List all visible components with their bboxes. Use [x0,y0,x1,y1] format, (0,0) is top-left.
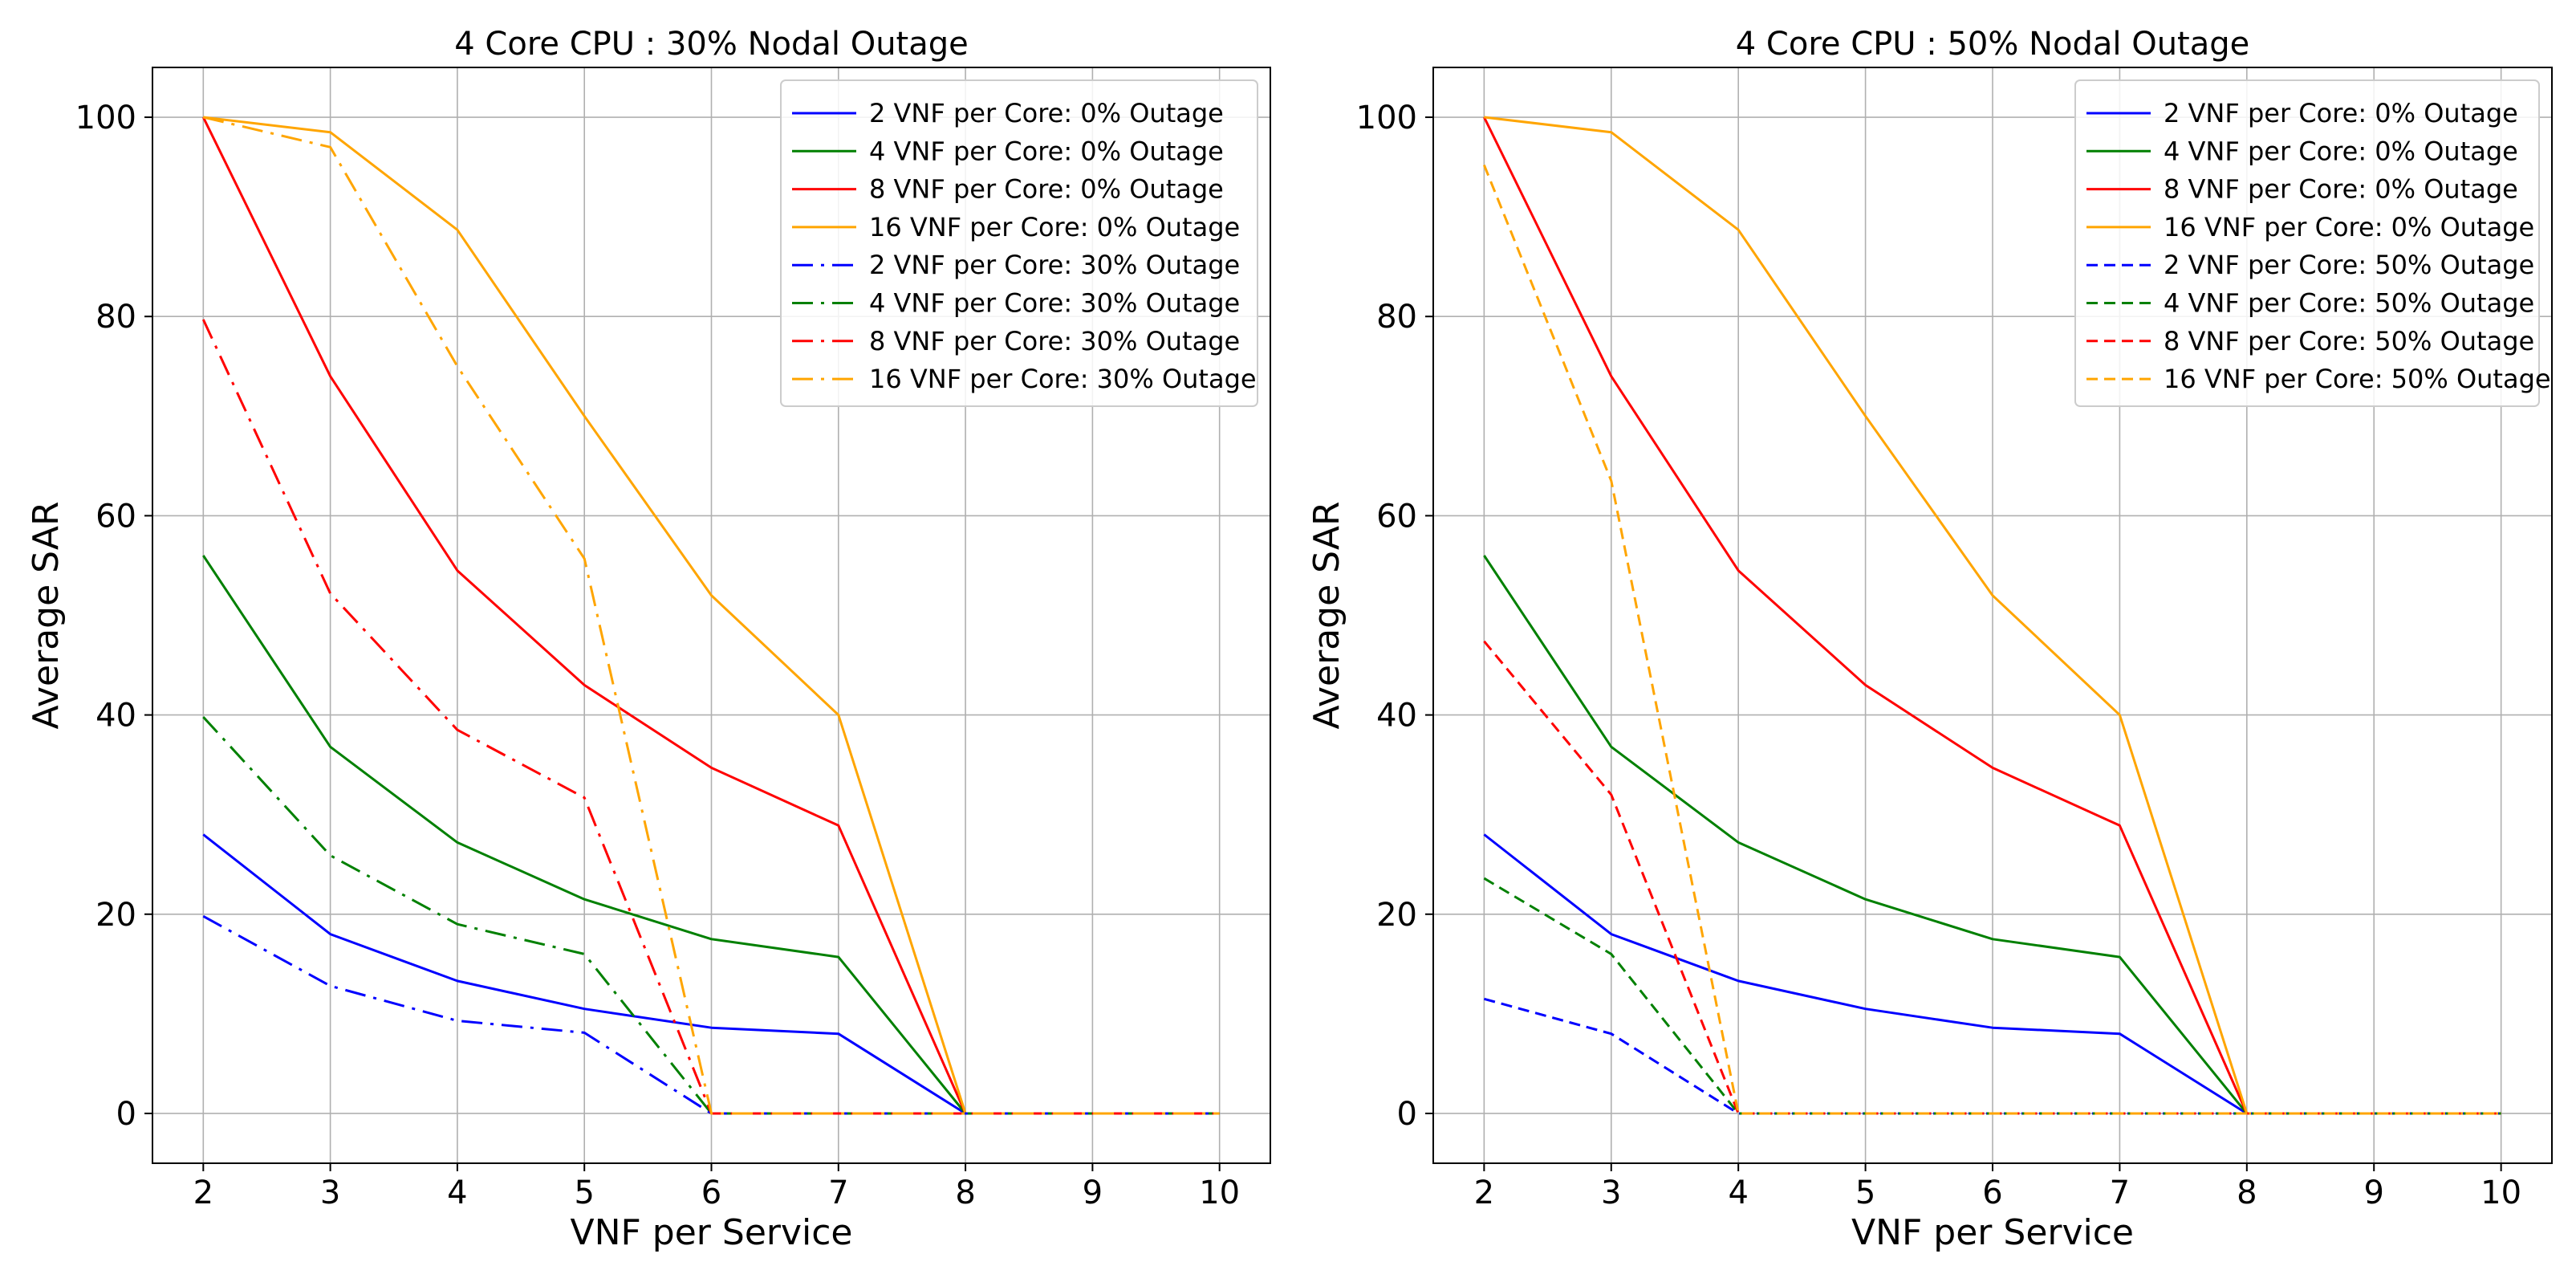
x-tick-label: 2 [1474,1174,1494,1211]
legend-entry: 2 VNF per Core: 0% Outage [869,98,1224,128]
x-tick-label: 6 [1982,1174,2002,1211]
x-tick-label: 4 [1728,1174,1748,1211]
x-tick-label: 5 [1855,1174,1875,1211]
chart-title: 4 Core CPU : 50% Nodal Outage [1736,26,2249,63]
x-tick-label: 7 [828,1174,848,1211]
y-tick-label: 80 [1376,299,1417,336]
x-tick-label: 3 [320,1174,340,1211]
y-tick-label: 0 [1397,1096,1417,1133]
x-tick-label: 3 [1601,1174,1621,1211]
x-tick-label: 6 [701,1174,721,1211]
legend-entry: 2 VNF per Core: 50% Outage [2164,250,2534,280]
legend-box [2074,79,2540,407]
x-tick-label: 10 [1199,1174,1240,1211]
x-axis-label: VNF per Service [571,1212,853,1253]
legend-box [780,79,1258,407]
legend-entry: 4 VNF per Core: 0% Outage [2164,136,2518,166]
legend-entry: 8 VNF per Core: 50% Outage [2164,326,2534,356]
chart-title: 4 Core CPU : 30% Nodal Outage [454,26,968,63]
y-tick-label: 40 [95,698,136,735]
legend-entry: 4 VNF per Core: 50% Outage [2164,288,2534,319]
legend-entry: 8 VNF per Core: 30% Outage [869,326,1240,356]
legend: 2 VNF per Core: 0% Outage 4 VNF per Core:… [780,79,1258,407]
legend-entry: 4 VNF per Core: 0% Outage [869,136,1224,166]
y-tick-label: 20 [1376,897,1417,934]
x-tick-label: 2 [193,1174,213,1211]
x-axis-label: VNF per Service [1851,1212,2134,1253]
x-tick-label: 9 [2364,1174,2384,1211]
y-tick-label: 60 [1376,498,1417,535]
x-tick-label: 5 [574,1174,594,1211]
y-tick-label: 80 [95,299,136,336]
y-tick-label: 0 [116,1096,136,1133]
legend-entry: 2 VNF per Core: 0% Outage [2164,98,2518,128]
x-tick-label: 9 [1083,1174,1103,1211]
legend-entry: 4 VNF per Core: 30% Outage [869,288,1240,319]
y-axis-label: Average SAR [26,501,67,729]
legend-entry: 16 VNF per Core: 30% Outage [869,364,1257,394]
x-tick-label: 10 [2481,1174,2521,1211]
x-tick-label: 8 [2237,1174,2257,1211]
y-tick-label: 100 [75,100,136,136]
y-axis-label: Average SAR [1306,501,1347,729]
y-tick-label: 20 [95,897,136,934]
y-tick-label: 60 [95,498,136,535]
y-tick-label: 40 [1376,698,1417,735]
legend-entry: 16 VNF per Core: 0% Outage [869,212,1240,242]
legend-entry: 8 VNF per Core: 0% Outage [2164,174,2518,205]
legend-entry: 2 VNF per Core: 30% Outage [869,250,1240,280]
y-tick-label: 100 [1356,100,1417,136]
legend-entry: 16 VNF per Core: 50% Outage [2164,364,2551,394]
x-tick-label: 4 [447,1174,467,1211]
legend: 2 VNF per Core: 0% Outage 4 VNF per Core:… [2074,79,2551,407]
legend-entry: 8 VNF per Core: 0% Outage [869,174,1224,205]
x-tick-label: 7 [2110,1174,2130,1211]
x-tick-label: 8 [955,1174,975,1211]
legend-entry: 16 VNF per Core: 0% Outage [2164,212,2534,242]
series-line-7 [202,116,1220,1115]
series-line-7 [1483,165,2501,1115]
series-line-5 [202,716,1220,1115]
